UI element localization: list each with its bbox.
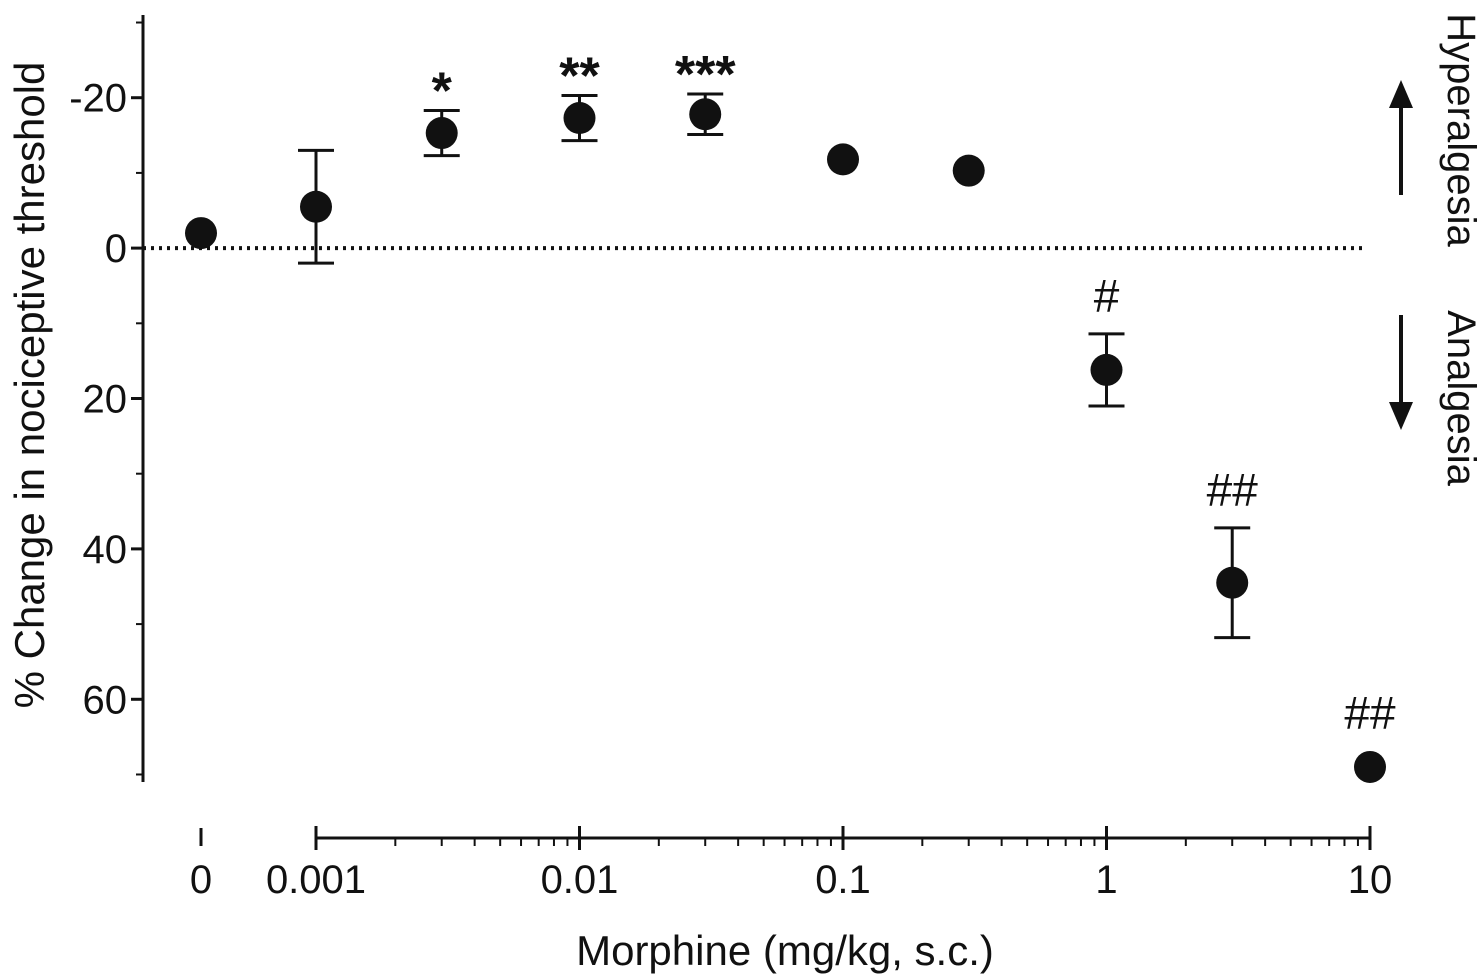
significance-mark: ## <box>1207 464 1259 516</box>
data-point-group: *** <box>675 46 736 137</box>
data-point <box>952 154 985 187</box>
x-tick-label: 0.001 <box>266 858 366 902</box>
data-point-group: ## <box>1344 687 1396 783</box>
significance-mark: ## <box>1344 687 1396 739</box>
data-point <box>1354 750 1386 783</box>
data-point <box>563 102 596 135</box>
x-tick-label: 0.01 <box>541 858 619 902</box>
x-tick-label: 1 <box>1095 858 1117 902</box>
hyperalgesia-arrow-icon <box>1389 80 1413 195</box>
data-point <box>185 217 217 250</box>
significance-mark: *** <box>675 46 736 104</box>
data-point <box>1216 566 1249 599</box>
data-point <box>300 190 332 223</box>
x-tick-label: 0 <box>190 858 212 902</box>
significance-mark: * <box>432 62 453 120</box>
data-point-group <box>952 154 985 187</box>
x-tick-label: 10 <box>1348 858 1393 902</box>
x-tick-label: 0.1 <box>815 858 871 902</box>
marks-layer: * ** ***##### <box>185 46 1396 783</box>
data-point-group <box>298 148 334 265</box>
data-point-group <box>827 143 859 176</box>
x-axis-label: Morphine (mg/kg, s.c.) <box>576 927 994 974</box>
y-tick-label: 0 <box>105 227 127 271</box>
data-point-group: ** <box>559 47 600 143</box>
hyperalgesia-label: Hyperalgesia <box>1439 13 1482 247</box>
axes-layer: -20 0 20 40 60 0 0.001 0.01 0.1 1 10 <box>69 15 1392 902</box>
y-tick-label: -20 <box>69 77 127 121</box>
data-point-group: ## <box>1207 464 1259 640</box>
significance-mark: # <box>1094 270 1120 322</box>
y-tick-label: 20 <box>83 378 128 422</box>
analgesia-label: Analgesia <box>1439 310 1482 486</box>
data-point-group: * <box>423 62 460 158</box>
data-point <box>689 98 722 131</box>
data-point-group: # <box>1088 270 1125 408</box>
y-tick-label: 40 <box>83 528 128 572</box>
y-tick-label: 60 <box>83 678 128 722</box>
data-point <box>827 143 859 176</box>
y-axis-label: % Change in nociceptive threshold <box>6 62 53 709</box>
analgesia-arrow-icon <box>1389 315 1413 430</box>
data-point-group <box>185 217 217 250</box>
significance-mark: ** <box>559 47 600 105</box>
data-point <box>425 117 458 150</box>
data-point <box>1090 353 1123 386</box>
